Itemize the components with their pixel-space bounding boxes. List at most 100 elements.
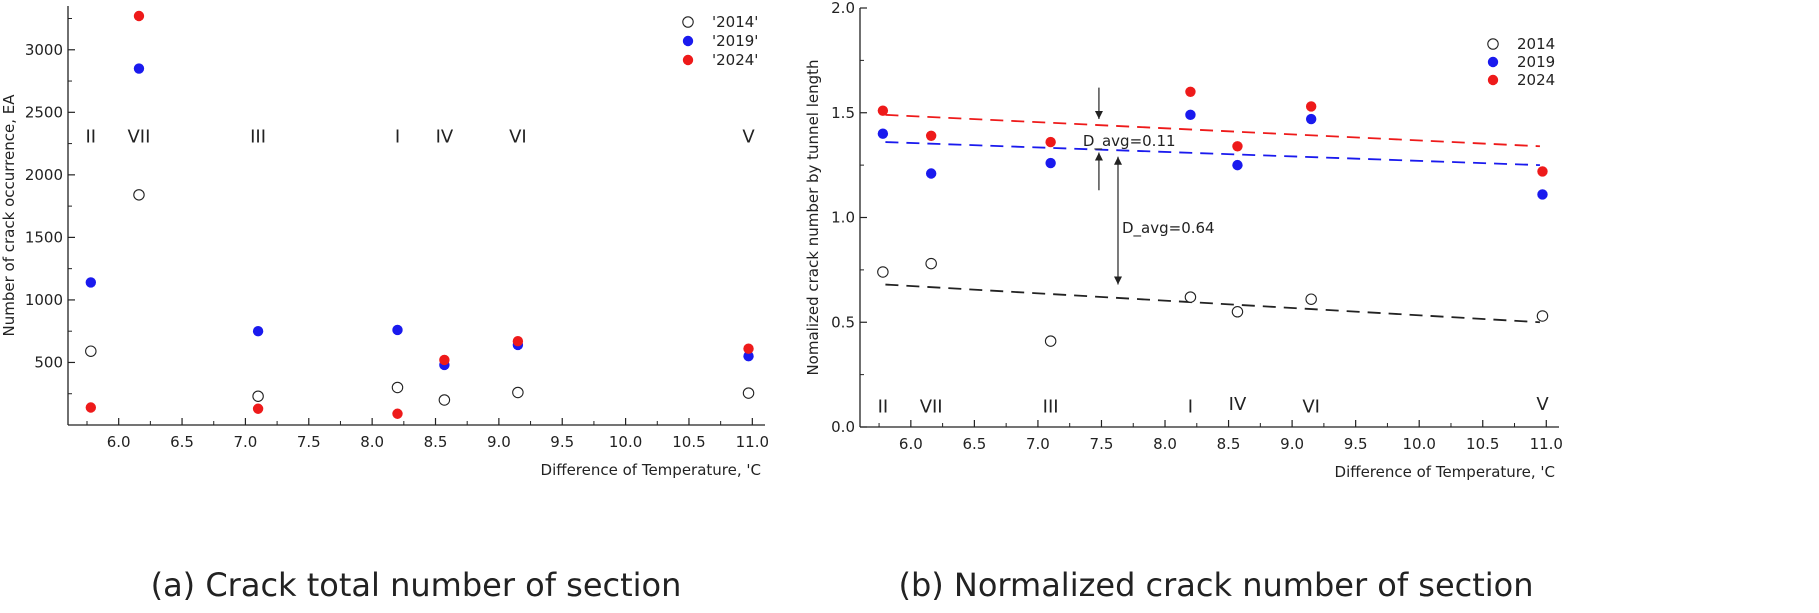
chart1-section-label: I [1188, 396, 1193, 417]
chart1-point-2019 [1185, 109, 1196, 121]
chart1-x-tick-label: 8.5 [1217, 435, 1241, 453]
chart0-point-2024 [133, 10, 145, 22]
chart0-legend-marker [682, 54, 694, 66]
chart1-point-2014 [1305, 293, 1317, 305]
chart1-point-2024 [1045, 136, 1056, 148]
chart0-point-2014 [85, 345, 97, 357]
chart1-arrow-head [1113, 156, 1122, 165]
chart1-legend-marker [1487, 74, 1499, 86]
chart0-caption: (a) Crack total number of section [151, 566, 682, 604]
chart0-x-tick-label: 9.5 [550, 433, 574, 451]
chart1-y-tick-label: 2.0 [831, 0, 855, 17]
chart1-x-tick-label: 6.0 [899, 435, 923, 453]
chart1-legend-label: 2024 [1517, 71, 1555, 89]
chart1-y-tick-label: 1.5 [831, 104, 855, 122]
chart0-y-axis-label: Number of crack occurrence, EA [0, 94, 18, 337]
chart1-legend-marker [1487, 56, 1499, 68]
chart1-point-2019 [1045, 157, 1056, 169]
chart0-y-tick-label: 1000 [25, 291, 63, 309]
chart0-section-label: VI [509, 126, 527, 147]
chart0-point-2024 [743, 343, 754, 354]
chart1-point-2019 [925, 168, 937, 179]
chart1-point-2024 [877, 105, 889, 116]
chart1-point-2024 [925, 130, 937, 141]
chart1-x-tick-label: 10.5 [1466, 435, 1499, 453]
chart1-arrow-head [1113, 276, 1122, 285]
chart0-x-tick-label: 8.0 [360, 433, 384, 451]
chart0-legend-label: '2014' [712, 13, 758, 31]
chart0-section-label: III [250, 126, 266, 147]
chart1-x-tick-label: 9.5 [1344, 435, 1368, 453]
chart0-point-2014 [438, 394, 451, 406]
chart-panel-a: 6.0 6.5 7.0 7.5 8.0 8.5 9.0 9.5 10.0 10.5 11.0 500 1… [0, 6, 769, 604]
chart1-annotation: D_avg=0.11 [1083, 132, 1176, 151]
chart1-x-tick-label: 9.0 [1280, 435, 1304, 453]
chart1-x-tick-label: 7.0 [1026, 435, 1050, 453]
chart1-y-axis-label: Nomalized crack number by tunnel length [804, 59, 822, 375]
chart0-x-axis-label: Difference of Temperature, 'C [541, 461, 761, 479]
chart0-section-label: I [395, 126, 400, 147]
chart0-legend-marker [682, 16, 694, 28]
chart0-point-2024 [392, 408, 403, 419]
chart0-point-2014 [742, 387, 755, 399]
chart1-caption: (b) Normalized crack number of section [898, 566, 1533, 604]
chart1-legend-label: 2019 [1517, 53, 1555, 71]
chart1-point-2024 [1232, 141, 1243, 152]
chart0-point-2019 [743, 351, 754, 362]
chart0-point-2014 [252, 390, 264, 402]
chart1-point-2024 [1537, 166, 1548, 177]
chart1-point-2014 [925, 257, 937, 270]
chart1-legend-marker [1487, 38, 1499, 50]
chart1-section-label: IV [1229, 394, 1247, 415]
chart1-annotation: D_avg=0.64 [1122, 219, 1215, 238]
chart0-point-2024 [439, 354, 450, 366]
chart0-x-tick-label: 8.5 [424, 433, 448, 451]
chart0-point-2024 [512, 336, 524, 347]
chart0-point-2014 [133, 189, 145, 201]
chart1-point-2014 [1231, 306, 1244, 318]
chart0-section-label: V [742, 126, 755, 147]
chart0-section-label: II [85, 126, 96, 147]
chart0-point-2014 [512, 386, 524, 399]
chart1-arrow-head [1094, 152, 1103, 161]
chart1-legend-label: 2014 [1517, 35, 1555, 53]
chart0-x-tick-label: 7.0 [233, 433, 257, 451]
chart0-x-tick-label: 6.0 [107, 433, 131, 451]
chart0-point-2019 [252, 325, 264, 337]
chart0-y-tick-label: 3000 [25, 41, 63, 59]
chart0-point-2019 [85, 277, 97, 288]
chart1-y-tick-label: 1.0 [831, 209, 855, 227]
chart0-legend-label: '2019' [712, 32, 758, 50]
chart1-x-axis-label: Difference of Temperature, 'C [1335, 463, 1555, 481]
chart1-point-2019 [877, 128, 889, 139]
chart0-x-tick-label: 10.5 [672, 433, 705, 451]
chart1-section-label: II [878, 396, 889, 417]
chart0-y-tick-label: 500 [34, 353, 63, 371]
chart0-x-tick-label: 9.0 [487, 433, 511, 451]
chart1-trend-line [885, 113, 1540, 148]
chart0-point-2014 [391, 381, 404, 394]
chart0-section-label: VII [127, 126, 150, 147]
chart1-point-2014 [1044, 335, 1057, 347]
chart1-y-tick-label: 0.5 [831, 313, 855, 331]
chart0-x-tick-label: 6.5 [170, 433, 194, 451]
chart0-legend-label: '2024' [712, 51, 758, 69]
chart1-trend-line [885, 141, 1540, 167]
chart1-point-2014 [877, 266, 889, 278]
chart0-y-tick-label: 1500 [25, 228, 63, 246]
chart0-point-2019 [392, 324, 403, 336]
chart0-y-tick-label: 2500 [25, 103, 63, 121]
chart1-point-2019 [1305, 113, 1317, 125]
chart1-point-2019 [1537, 189, 1548, 200]
chart0-y-tick-label: 2000 [25, 166, 63, 184]
chart0-point-2019 [133, 63, 145, 74]
chart0-point-2024 [252, 403, 264, 414]
chart1-x-tick-label: 6.5 [962, 435, 986, 453]
chart1-y-tick-label: 0.0 [831, 418, 855, 436]
chart0-section-label: IV [436, 126, 454, 147]
chart1-arrow-head [1094, 111, 1103, 120]
chart0-x-tick-label: 11.0 [736, 433, 769, 451]
chart1-section-label: VI [1302, 396, 1320, 417]
chart1-point-2014 [1184, 291, 1197, 303]
